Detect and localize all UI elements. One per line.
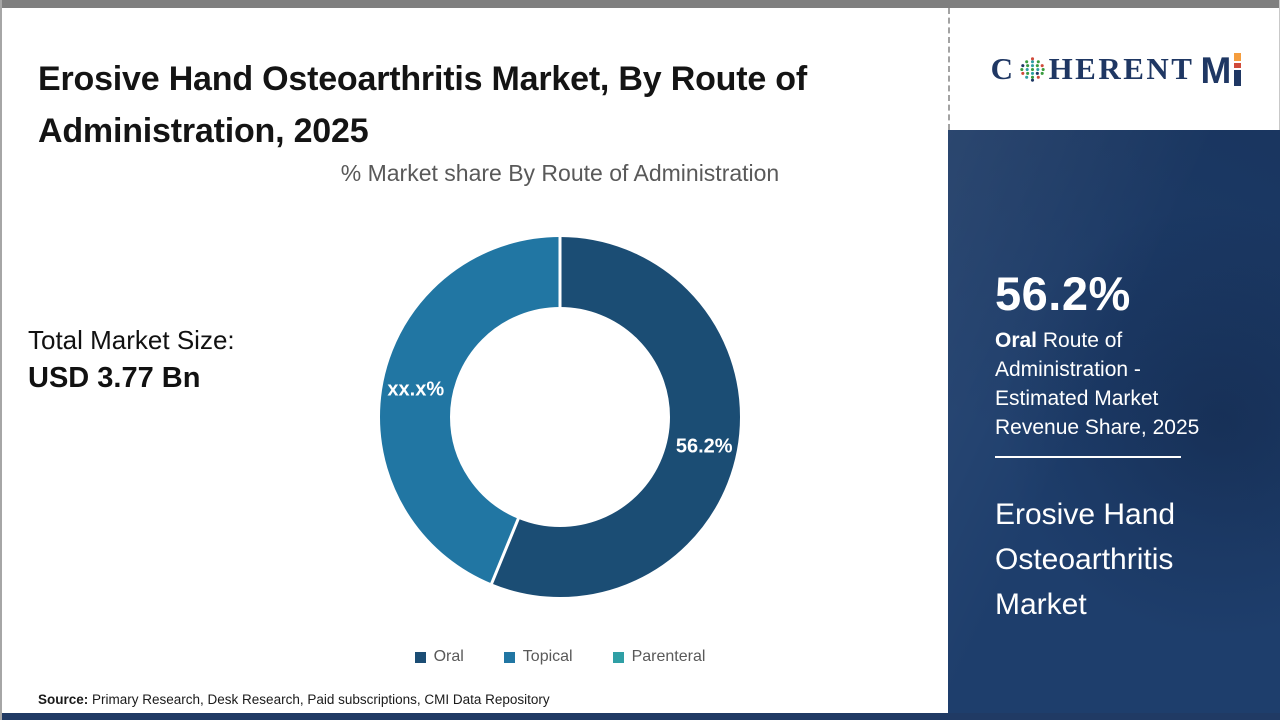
- logo-i-orange-cap: [1234, 52, 1242, 61]
- source-text: Primary Research, Desk Research, Paid su…: [88, 692, 550, 707]
- logo-mi: M: [1200, 49, 1242, 91]
- legend-label-parenteral: Parenteral: [631, 648, 706, 665]
- chart-legend: Oral Topical Parenteral: [260, 644, 860, 670]
- total-market-size-label: Total Market Size:: [28, 325, 235, 355]
- legend-swatch-oral: [414, 651, 426, 663]
- sidebar-market-name: Erosive Hand Osteoarthritis Market: [995, 498, 1176, 621]
- coherentmi-logo: C: [990, 49, 1242, 91]
- sidebar-share-value: 56.2%: [995, 267, 1131, 320]
- chart-subtitle: % Market share By Route of Administratio…: [340, 160, 780, 186]
- right-sidebar: 56.2% Oral Route of Administration - Est…: [948, 130, 1280, 713]
- segment-divider: [489, 514, 522, 586]
- donut-chart-svg: 56.2% xx.x%: [380, 235, 740, 597]
- logo-letter-c: C: [990, 51, 1016, 86]
- legend-label-oral: Oral: [433, 648, 464, 665]
- legend-item-oral: Oral: [414, 648, 464, 666]
- logo-i-stem: [1234, 69, 1242, 86]
- sidebar-share-segment: Oral: [995, 329, 1038, 352]
- source-line: Source: Primary Research, Desk Research,…: [38, 692, 550, 707]
- logo-letter-m: M: [1200, 49, 1232, 91]
- left-border: [0, 0, 2, 720]
- legend-item-topical: Topical: [503, 648, 573, 666]
- sidebar-divider-line: [995, 456, 1181, 458]
- legend-swatch-topical: [503, 651, 515, 663]
- top-border-bar: [0, 0, 1280, 8]
- logo-word-herent: HERENT: [1048, 51, 1195, 86]
- total-market-size-block: Total Market Size: USD 3.77 Bn: [28, 322, 235, 398]
- sidebar-share-description: Oral Route of Administration - Estimated…: [995, 326, 1225, 442]
- total-market-size-value: USD 3.77 Bn: [28, 362, 201, 394]
- legend-swatch-parenteral: [612, 651, 624, 663]
- logo-i-red-cap: [1234, 62, 1242, 68]
- legend-label-topical: Topical: [522, 648, 573, 665]
- segment-label: xx.x%: [387, 379, 444, 401]
- logo-globe-icon: [1019, 56, 1045, 82]
- logo-panel: C: [948, 8, 1280, 130]
- legend-item-parenteral: Parenteral: [612, 648, 706, 666]
- sidebar-share-desc-rest: Route of Administration - Estimated Mark…: [995, 329, 1200, 439]
- source-label: Source:: [38, 692, 89, 707]
- logo-letter-i: [1234, 52, 1242, 86]
- donut-chart: 56.2% xx.x%: [370, 227, 750, 607]
- segment-label: 56.2%: [676, 435, 733, 457]
- bottom-border-bar: [0, 713, 1280, 720]
- page-title: Erosive Hand Osteoarthritis Market, By R…: [38, 59, 807, 150]
